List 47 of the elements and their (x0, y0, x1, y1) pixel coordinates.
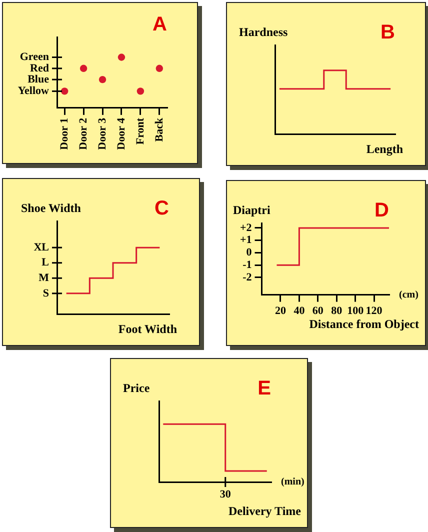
x-axis-title: Distance from Object (309, 316, 419, 331)
chart-title: C (154, 198, 169, 220)
y-axis-title: Shoe Width (21, 201, 82, 216)
point (60, 88, 68, 95)
y-axis-title: Price (123, 381, 150, 396)
y-tick-label: -1 (242, 258, 252, 271)
text: Yellow (18, 85, 50, 98)
text: Blue (28, 73, 50, 86)
y-tick-label: -2 (242, 271, 252, 284)
y-tick-label: 0 (246, 246, 252, 259)
chart-title: A (152, 14, 167, 36)
y-tick-label: +2 (240, 222, 252, 234)
text: XL (34, 241, 49, 254)
y-tick-label: +1 (240, 234, 252, 246)
x-axis-title: Delivery Time (228, 504, 302, 518)
point (118, 54, 126, 61)
text: (min) (281, 476, 304, 488)
chart-title: B (380, 22, 395, 44)
x-tick-label: 40 (294, 305, 306, 318)
x-tick-label: Front (134, 118, 146, 145)
point (136, 88, 144, 95)
x-axis-title: Foot Width (118, 322, 178, 336)
text: L (42, 256, 49, 269)
y-axis-title: Hardness (239, 25, 288, 40)
x-tick-label: Door 4 (115, 117, 128, 150)
text: S (42, 287, 49, 300)
point (98, 76, 106, 84)
x-tick-label: 120 (366, 305, 383, 318)
text: (cm) (399, 289, 418, 300)
text: 30 (220, 488, 232, 500)
x-tick-label: Door 3 (96, 117, 108, 150)
text: Green (20, 51, 49, 64)
text: M (38, 272, 50, 284)
chart-title: E (258, 378, 271, 400)
point (156, 64, 164, 72)
y-axis-title: Diaptri (233, 203, 271, 218)
x-tick-label: Door 2 (77, 117, 90, 150)
x-axis-title: Length (366, 142, 404, 156)
x-tick-label: 100 (347, 305, 364, 318)
x-tick-label: 80 (331, 305, 343, 318)
x-tick-label: Back (153, 117, 166, 142)
x-tick-label: 60 (312, 305, 324, 318)
chart-title: D (374, 200, 389, 222)
text: Red (30, 62, 49, 74)
point (80, 64, 88, 72)
x-tick-label: 20 (274, 305, 286, 318)
x-tick-label: Door 1 (58, 118, 70, 150)
